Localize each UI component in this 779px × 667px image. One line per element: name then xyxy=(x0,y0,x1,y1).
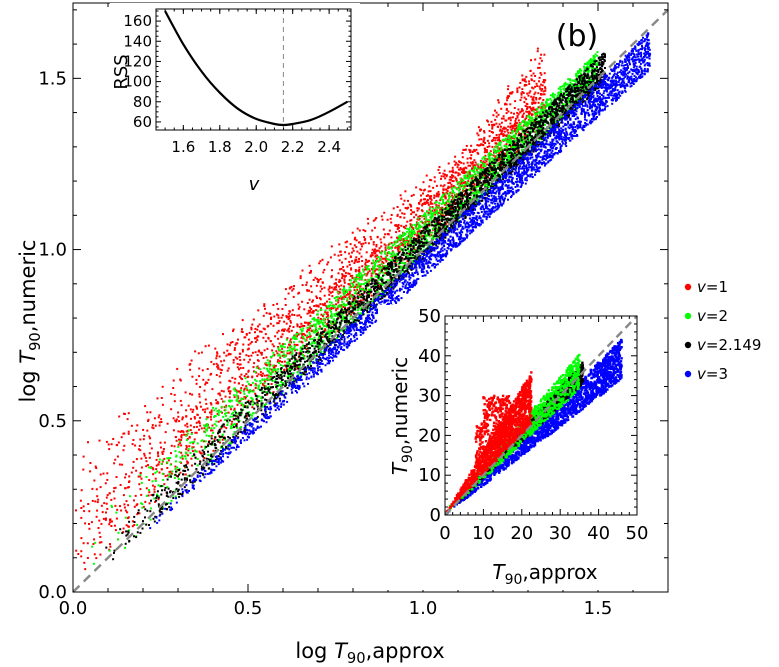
legend-item: v=1 xyxy=(684,278,728,296)
linear-reference-line xyxy=(444,315,638,516)
inset-series-v-1 xyxy=(445,371,533,513)
main-y-tick-label: 0.0 xyxy=(38,582,67,603)
linear-x-tick-label: 40 xyxy=(587,523,610,544)
rss-x-tick-label: 1.8 xyxy=(208,138,232,156)
rss-y-tick-label: 60 xyxy=(133,113,152,131)
legend-label: v=1 xyxy=(697,278,728,296)
legend-label: v=2.149 xyxy=(697,336,761,354)
rss-x-tick-label: 1.6 xyxy=(171,138,195,156)
rss-inset-background xyxy=(110,3,360,203)
linear-x-tick-label: 10 xyxy=(472,523,495,544)
main-x-axis-label: log T90,approx xyxy=(295,639,444,667)
main-y-axis-label: log T90,numeric xyxy=(16,240,44,403)
legend-item: v=2.149 xyxy=(684,336,761,354)
main-x-tick-label: 0.0 xyxy=(59,598,88,619)
linear-y-tick-label: 20 xyxy=(418,425,441,446)
main-scatter-points xyxy=(75,32,652,571)
main-y-tick-label: 1.0 xyxy=(38,240,67,261)
legend-label: v=3 xyxy=(697,365,728,383)
rss-inset-plot: 1.6 1.8 2.0 2.2 2.4 60 80 100 120 140 160 v RSS xyxy=(110,3,360,203)
linear-y-axis-label: T90,numeric xyxy=(388,357,416,475)
legend-marker xyxy=(684,341,692,349)
rss-plot-frame xyxy=(155,8,352,131)
rss-y-tick-label: 120 xyxy=(123,52,152,70)
legend-marker xyxy=(684,370,692,378)
rss-x-axis-label: v xyxy=(249,174,260,195)
main-y-tick-label: 0.5 xyxy=(38,411,67,432)
rss-axis-ticks: 1.6 1.8 2.0 2.2 2.4 60 80 100 120 140 160 xyxy=(123,9,351,156)
rss-curve xyxy=(164,10,348,127)
main-axis-ticks: 0.0 0.5 1.0 1.5 0.0 0.5 1.0 1.5 xyxy=(38,3,668,619)
legend-marker xyxy=(684,283,692,291)
rss-x-tick-label: 2.2 xyxy=(281,138,305,156)
rss-x-tick-label: 2.4 xyxy=(317,138,341,156)
linear-x-tick-label: 50 xyxy=(626,523,649,544)
rss-y-tick-label: 140 xyxy=(123,32,152,50)
main-x-tick-label: 1.0 xyxy=(409,598,438,619)
linear-y-tick-label: 30 xyxy=(418,386,441,407)
linear-x-tick-label: 30 xyxy=(549,523,572,544)
series-v-3 xyxy=(149,32,652,530)
linear-inset-plot: 0 10 20 30 40 50 0 10 20 30 40 50 T90,approx T90,nu… xyxy=(378,305,660,590)
legend-item: v=2 xyxy=(684,307,728,325)
main-reference-line xyxy=(72,8,669,593)
rss-y-tick-label: 80 xyxy=(133,93,152,111)
series-v-2-149 xyxy=(105,52,606,561)
linear-plot-frame xyxy=(444,315,638,516)
linear-x-axis-label: T90,approx xyxy=(492,560,597,588)
inset-series-v-1-peak xyxy=(474,394,512,469)
legend-label: v=2 xyxy=(697,307,728,325)
rss-y-axis-label: RSS xyxy=(111,54,132,89)
legend: v=1 v=2 v=2.149 v=3 xyxy=(684,278,761,383)
linear-y-tick-label: 0 xyxy=(430,505,441,526)
rss-y-tick-label: 160 xyxy=(123,12,152,30)
linear-y-tick-label: 10 xyxy=(418,465,441,486)
main-panel-label: (b) xyxy=(556,19,598,54)
legend-item: v=3 xyxy=(684,365,728,383)
main-plot-frame xyxy=(72,2,669,593)
linear-y-tick-label: 50 xyxy=(418,306,441,327)
legend-marker xyxy=(684,312,692,320)
main-x-tick-label: 0.5 xyxy=(234,598,263,619)
linear-x-tick-label: 0 xyxy=(439,523,450,544)
main-scatter-plot: 0.0 0.5 1.0 1.5 0.0 0.5 1.0 1.5 (b) log T90,app… xyxy=(16,2,669,667)
linear-y-tick-label: 40 xyxy=(418,346,441,367)
linear-x-tick-label: 20 xyxy=(510,523,533,544)
rss-x-tick-label: 2.0 xyxy=(244,138,268,156)
main-y-tick-label: 1.5 xyxy=(38,68,67,89)
main-x-tick-label: 1.5 xyxy=(584,598,613,619)
rss-y-tick-label: 100 xyxy=(123,73,152,91)
linear-axis-ticks: 0 10 20 30 40 50 0 10 20 30 40 50 xyxy=(418,306,648,544)
